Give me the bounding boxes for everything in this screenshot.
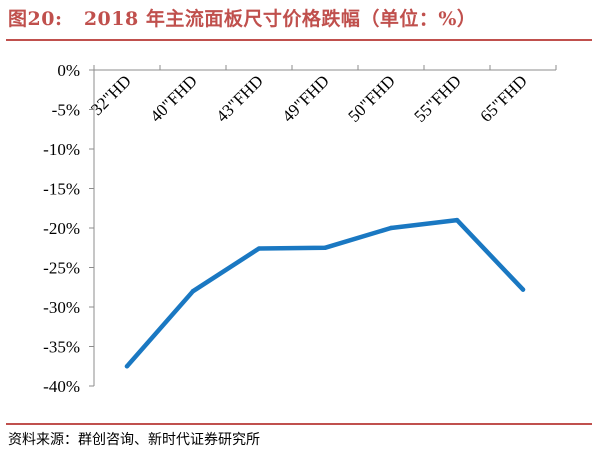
- x-tick-label: 65"FHD: [476, 71, 530, 125]
- source-note: 资料来源：群创咨询、新时代证券研究所: [8, 432, 260, 448]
- x-tick-label: 55"FHD: [410, 71, 464, 125]
- y-axis: 0% -5% -10% -15% -20% -25% -30% -35% -40%: [43, 61, 95, 396]
- y-tick-label: -15%: [43, 180, 80, 199]
- figure-title: 图20: 2018 年主流面板尺寸价格跌幅（单位：%）: [8, 4, 476, 31]
- x-tick-label: 49"FHD: [278, 71, 332, 125]
- data-point: [322, 245, 328, 250]
- y-tick-label: -30%: [43, 298, 80, 317]
- y-tick-label: -35%: [43, 338, 80, 357]
- x-tick-label: 43"FHD: [212, 71, 266, 125]
- data-point: [190, 289, 196, 294]
- y-tick-label: -40%: [43, 377, 80, 396]
- data-point: [256, 246, 262, 251]
- x-axis: 32"HD 40"FHD 43"FHD 49"FHD 50"FHD 55"FHD 65"FH…: [87, 65, 557, 126]
- figure-caption: 2018 年主流面板尺寸价格跌幅（单位：%）: [83, 8, 477, 30]
- y-tick-label: -10%: [43, 140, 80, 159]
- series-group: [124, 217, 526, 369]
- data-point: [124, 364, 130, 369]
- y-tick-label: -25%: [43, 259, 80, 278]
- data-point: [388, 225, 394, 231]
- y-tick-label: -5%: [52, 101, 80, 120]
- x-tick-label: 40"FHD: [146, 71, 200, 125]
- x-tick-label: 50"FHD: [344, 71, 398, 125]
- y-tick-label: 0%: [57, 61, 80, 80]
- data-point: [454, 217, 460, 223]
- y-tick-label: -20%: [43, 219, 80, 238]
- data-point: [520, 287, 526, 292]
- figure-label: 图20:: [8, 8, 63, 30]
- series-line: [124, 217, 526, 369]
- title-rule: [6, 39, 592, 41]
- footer-rule: [6, 423, 592, 425]
